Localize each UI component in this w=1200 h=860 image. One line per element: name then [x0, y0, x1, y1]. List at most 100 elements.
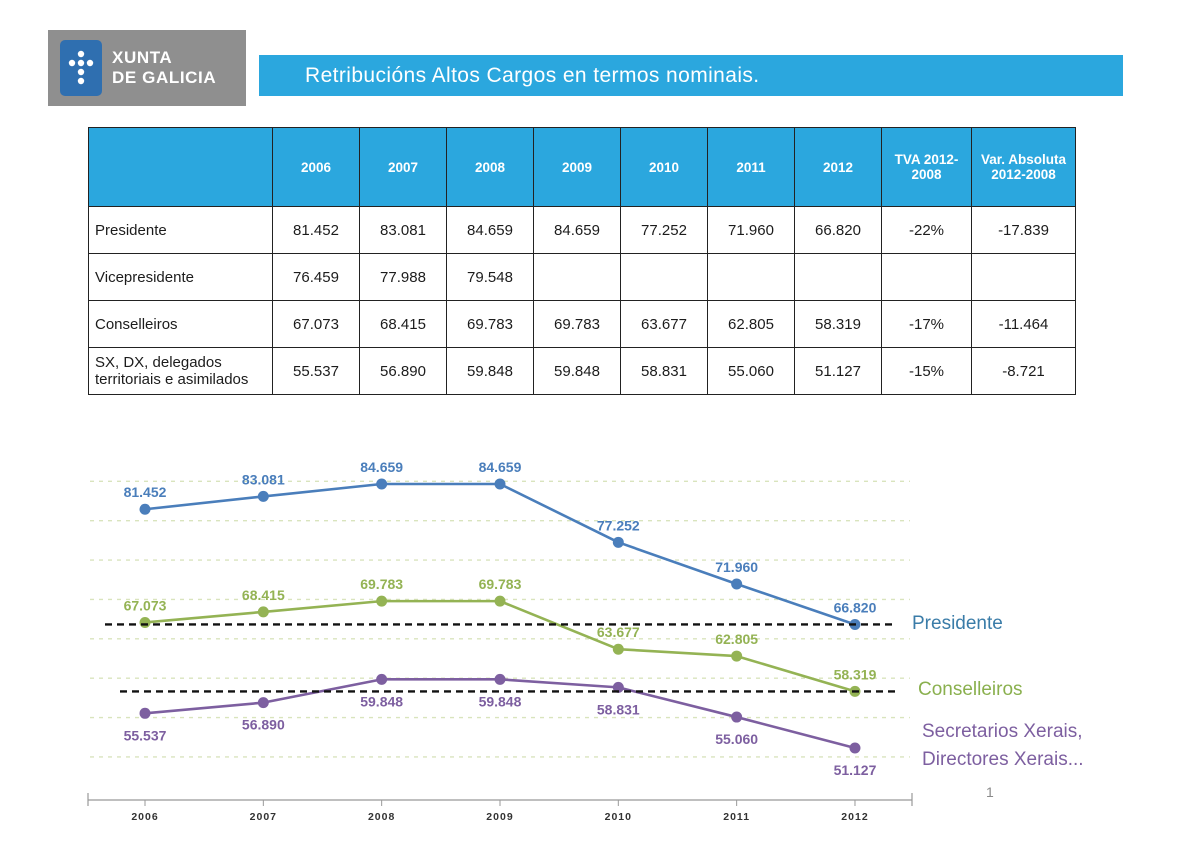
table-cell: 62.805 — [707, 300, 795, 348]
data-point — [376, 595, 388, 607]
x-axis-label: 2012 — [841, 811, 868, 823]
table-column-header: 2011 — [707, 127, 795, 207]
data-point-label: 66.820 — [834, 599, 877, 615]
table-column-header: 2008 — [446, 127, 534, 207]
data-point — [612, 681, 624, 693]
table-cell — [707, 253, 795, 301]
table-column-header: TVA 2012-2008 — [881, 127, 972, 207]
x-axis-label: 2006 — [131, 811, 158, 823]
table-column-header: 2006 — [272, 127, 360, 207]
xunta-logo: XUNTA DE GALICIA — [48, 30, 246, 106]
data-point-label: 62.805 — [715, 631, 758, 647]
table-cell: 84.659 — [533, 206, 621, 254]
data-point-label: 83.081 — [242, 471, 285, 487]
slide-title-banner: Retribucións Altos Cargos en termos nomi… — [259, 55, 1123, 96]
x-axis-label: 2007 — [250, 811, 277, 823]
logo-line2: DE GALICIA — [112, 68, 217, 87]
table-cell: -17.839 — [971, 206, 1076, 254]
table-cell: 69.783 — [533, 300, 621, 348]
x-axis-label: 2010 — [605, 811, 632, 823]
table-cell: 77.988 — [359, 253, 447, 301]
table-row-label: Vicepresidente — [88, 253, 273, 301]
data-point-label: 77.252 — [597, 517, 640, 533]
table-row: Conselleiros 67.073 68.415 69.783 69.783 63.6… — [88, 300, 1076, 348]
table-cell: 66.820 — [794, 206, 882, 254]
data-point — [849, 742, 861, 754]
retributions-line-chart: 81.452 83.081 84.659 84.659 77.252 71.960 66.8… — [87, 459, 913, 823]
table-cell: 76.459 — [272, 253, 360, 301]
table-cell: -15% — [881, 347, 972, 395]
data-point — [494, 673, 506, 685]
logo-text: XUNTA DE GALICIA — [112, 48, 216, 88]
table-cell — [971, 253, 1076, 301]
page-number: 1 — [986, 784, 994, 800]
data-point-label: 81.452 — [124, 484, 167, 500]
x-axis-label: 2011 — [723, 811, 750, 823]
table-row: SX, DX, delegados territoriais e asimila… — [88, 347, 1076, 395]
data-point-label: 56.890 — [242, 717, 285, 733]
table-cell: 56.890 — [359, 347, 447, 395]
logo-line1: XUNTA — [112, 47, 173, 67]
legend-conselleiros: Conselleiros — [918, 679, 1023, 700]
table-cell: 55.537 — [272, 347, 360, 395]
data-point-label: 59.848 — [479, 693, 522, 709]
data-point-label: 69.783 — [360, 576, 403, 592]
data-point — [257, 697, 269, 709]
data-point-label: 59.848 — [360, 693, 403, 709]
table-column-header: 2007 — [359, 127, 447, 207]
retributions-table: 2006 2007 2008 2009 2010 2011 2012 TVA 2012-200… — [88, 127, 1076, 395]
data-point — [612, 536, 624, 548]
data-point-label: 84.659 — [479, 459, 522, 475]
table-row-label: Presidente — [88, 206, 273, 254]
data-point-label: 58.319 — [834, 666, 877, 682]
x-axis-label: 2008 — [368, 811, 395, 823]
table-cell: 69.783 — [446, 300, 534, 348]
data-point — [257, 490, 269, 502]
table-cell: -17% — [881, 300, 972, 348]
table-column-header: 2010 — [620, 127, 708, 207]
data-point — [376, 478, 388, 490]
data-point — [139, 616, 151, 628]
table-body: Presidente 81.452 83.081 84.659 84.659 77.252… — [88, 206, 1076, 395]
table-cell — [881, 253, 972, 301]
table-cell: 63.677 — [620, 300, 708, 348]
table-column-header — [88, 127, 273, 207]
data-point-label: 67.073 — [124, 597, 167, 613]
xunta-emblem-icon — [60, 40, 102, 96]
table-cell: 77.252 — [620, 206, 708, 254]
table-cell: -8.721 — [971, 347, 1076, 395]
table-cell: -11.464 — [971, 300, 1076, 348]
data-point — [731, 650, 743, 662]
table-cell — [533, 253, 621, 301]
data-point — [731, 711, 743, 723]
table-cell: 83.081 — [359, 206, 447, 254]
x-axis-label: 2009 — [486, 811, 513, 823]
table-cell: 71.960 — [707, 206, 795, 254]
data-point-label: 71.960 — [715, 559, 758, 575]
data-point-label: 51.127 — [834, 762, 877, 778]
table-column-header: 2009 — [533, 127, 621, 207]
table-column-header: 2012 — [794, 127, 882, 207]
data-point — [257, 606, 269, 618]
table-cell: 59.848 — [446, 347, 534, 395]
data-point-label: 63.677 — [597, 624, 640, 640]
table-cell: 58.319 — [794, 300, 882, 348]
table-cell: 55.060 — [707, 347, 795, 395]
table-row-label: Conselleiros — [88, 300, 273, 348]
table-row: Presidente 81.452 83.081 84.659 84.659 77.252… — [88, 206, 1076, 254]
data-point — [139, 503, 151, 515]
table-row-label: SX, DX, delegados territoriais e asimila… — [88, 347, 273, 395]
data-point — [731, 578, 743, 590]
table-cell: 58.831 — [620, 347, 708, 395]
data-point — [376, 673, 388, 685]
data-point-label: 69.783 — [479, 576, 522, 592]
table-cell — [620, 253, 708, 301]
table-cell: 59.848 — [533, 347, 621, 395]
table-row: Vicepresidente 76.459 77.988 79.548 — [88, 253, 1076, 301]
table-cell: 84.659 — [446, 206, 534, 254]
data-point-label: 55.060 — [715, 731, 758, 747]
slide-title: Retribucións Altos Cargos en termos nomi… — [305, 63, 760, 87]
legend-secretarios-xerais: Secretarios Xerais, Directores Xerais... — [922, 721, 1084, 770]
table-header-row: 2006 2007 2008 2009 2010 2011 2012 TVA 2012-200… — [88, 127, 1076, 207]
